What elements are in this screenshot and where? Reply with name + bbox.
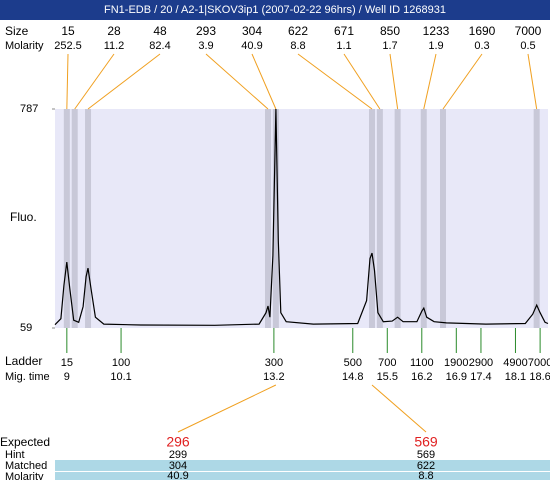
peak-leader: [343, 53, 381, 110]
peak-band: [420, 109, 427, 328]
peak-size: 622: [288, 24, 308, 38]
matched-value: 304: [169, 460, 187, 472]
mig-time-label: Mig. time: [5, 371, 50, 383]
ladder-size: 2900: [469, 357, 493, 369]
peak-size: 28: [107, 24, 121, 38]
ladder-time: 18.6: [529, 371, 550, 383]
peak-molarity: 0.5: [520, 40, 535, 52]
peak-leader: [527, 53, 538, 110]
match-link: [371, 384, 427, 433]
peak-molarity: 8.8: [290, 40, 305, 52]
ladder-time: 15.5: [377, 371, 398, 383]
peak-size: 293: [196, 24, 216, 38]
peak-band: [71, 109, 78, 328]
molarity-band: [55, 472, 550, 480]
peak-size: 1233: [423, 24, 450, 38]
peak-size: 7000: [515, 24, 542, 38]
peak-size: 850: [380, 24, 400, 38]
trace: [54, 108, 549, 326]
peak-band: [63, 109, 70, 328]
peak-size: 15: [61, 24, 75, 38]
peak-leader: [87, 53, 161, 110]
peak-leader: [389, 53, 399, 110]
ladder-size: 1100: [410, 357, 434, 369]
peak-size: 1690: [469, 24, 496, 38]
peak-leader: [423, 53, 437, 110]
ladder-time: 9: [64, 371, 70, 383]
match-molarity-value: 8.8: [418, 470, 433, 480]
peak-band: [85, 109, 92, 328]
y-tick-label: 787: [20, 103, 38, 115]
peak-band: [264, 109, 271, 328]
peak-size: 304: [242, 24, 262, 38]
peak-leader: [297, 53, 373, 110]
peak-band: [533, 109, 540, 328]
peak-band: [439, 109, 446, 328]
peak-molarity: 0.3: [474, 40, 489, 52]
peak-band: [368, 109, 375, 328]
ladder-size: 7000: [528, 357, 550, 369]
ladder-time: 16.2: [411, 371, 432, 383]
hint-value: 299: [169, 449, 187, 461]
hint-value: 569: [417, 449, 435, 461]
match-link: [177, 384, 277, 433]
peak-leader: [74, 53, 115, 110]
ladder-time: 17.4: [470, 371, 491, 383]
peak-band: [394, 109, 401, 328]
expected-value: 296: [166, 434, 190, 450]
ladder-size: 1900: [444, 357, 468, 369]
ladder-size: 15: [61, 357, 73, 369]
y-tick-label: 59: [20, 322, 32, 334]
peak-band: [272, 109, 279, 328]
plot-area: [55, 109, 548, 328]
peak-size: 671: [334, 24, 354, 38]
ladder-time: 16.9: [446, 371, 467, 383]
peak-molarity: 11.2: [104, 40, 125, 52]
matched-band: [55, 460, 550, 471]
expected-label: Expected: [0, 435, 50, 449]
ladder-time: 13.2: [263, 371, 284, 383]
peak-band: [376, 109, 383, 328]
title-bar: [0, 0, 550, 20]
peak-molarity: 3.9: [198, 40, 213, 52]
peak-molarity: 1.1: [336, 40, 351, 52]
ladder-size: 300: [265, 357, 283, 369]
title: FN1-EDB / 20 / A2-1|SKOV3ip1 (2007-02-22…: [104, 4, 446, 16]
ladder-label: Ladder: [5, 354, 42, 368]
hint-label: Hint: [5, 449, 25, 461]
ladder-time: 18.1: [505, 371, 526, 383]
ladder-size: 500: [344, 357, 362, 369]
ladder-time: 14.8: [342, 371, 363, 383]
expected-value: 569: [414, 434, 438, 450]
peak-size: 48: [153, 24, 167, 38]
size-label: Size: [5, 24, 29, 38]
ladder-size: 100: [112, 357, 130, 369]
match-molarity-label: Molarity: [5, 471, 44, 480]
molarity-label: Molarity: [5, 40, 44, 52]
peak-molarity: 40.9: [241, 40, 262, 52]
peak-molarity: 1.7: [382, 40, 397, 52]
ladder-size: 700: [378, 357, 396, 369]
peak-molarity: 82.4: [149, 40, 170, 52]
peak-leader: [66, 53, 69, 110]
match-molarity-value: 40.9: [167, 470, 188, 480]
matched-value: 622: [417, 460, 435, 472]
peak-leader: [442, 53, 483, 110]
peak-leader: [205, 53, 269, 110]
peak-leader: [251, 53, 277, 110]
y-label: Fluo.: [10, 210, 37, 224]
peak-molarity: 252.5: [54, 40, 82, 52]
ladder-size: 4900: [503, 357, 527, 369]
matched-label: Matched: [5, 460, 47, 472]
ladder-time: 10.1: [110, 371, 131, 383]
peak-molarity: 1.9: [428, 40, 443, 52]
